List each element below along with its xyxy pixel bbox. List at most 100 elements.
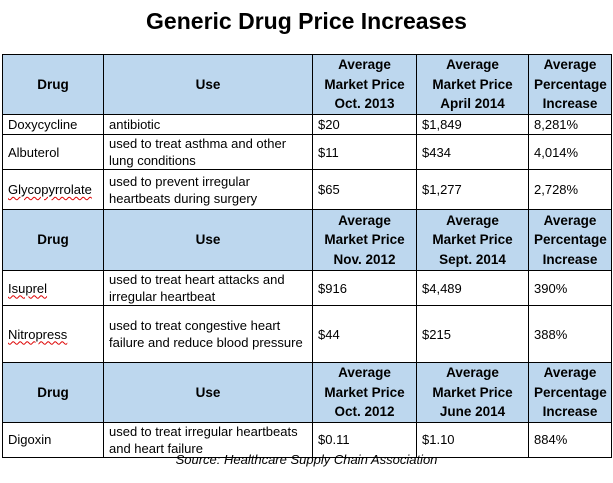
header-line: Sept. 2014 xyxy=(439,251,506,267)
cell-text: 390% xyxy=(534,280,568,296)
cell-text: $916 xyxy=(318,280,347,296)
cell-price-end: $1,849 xyxy=(416,114,529,135)
header-line: Average xyxy=(338,212,391,228)
cell-price-end: $1.10 xyxy=(416,421,529,458)
cell-increase: 884% xyxy=(528,421,612,458)
cell-use: used to treat irregular heartbeats and h… xyxy=(103,421,313,458)
cell-price-end: $434 xyxy=(416,134,529,170)
cell-use: used to treat congestive heart failure a… xyxy=(103,305,313,363)
table-row: Digoxin used to treat irregular heartbeat… xyxy=(2,421,612,458)
cell-use: used to prevent irregular heartbeats dur… xyxy=(103,169,313,210)
header-line: Average xyxy=(543,365,597,380)
header-line: Increase xyxy=(542,404,598,419)
column-header: Use xyxy=(103,362,313,423)
header-line: Market Price xyxy=(324,232,405,248)
cell-increase: 4,014% xyxy=(528,134,612,170)
cell-drug: Nitropress xyxy=(2,305,104,363)
cell-text: 884% xyxy=(534,432,568,447)
header-line: Nov. 2012 xyxy=(333,251,396,267)
header-line: Oct. 2012 xyxy=(334,404,395,419)
cell-text: 8,281% xyxy=(534,117,579,132)
header-line: April 2014 xyxy=(440,96,505,112)
header-line: Use xyxy=(195,232,221,248)
cell-use: used to treat heart attacks and irregula… xyxy=(103,270,313,306)
cell-price-start: $44 xyxy=(312,305,417,363)
page-title: Generic Drug Price Increases xyxy=(146,8,467,34)
cell-text: 4,014% xyxy=(534,144,579,160)
cell-text: used to treat congestive heart failure a… xyxy=(109,318,303,350)
column-header: Average Market Price Oct. 2012 xyxy=(312,362,417,423)
cell-price-start: $916 xyxy=(312,270,417,306)
cell-use: antibiotic xyxy=(103,114,313,135)
header-line: Average xyxy=(543,57,597,73)
column-header: Average Market Price June 2014 xyxy=(416,362,529,423)
cell-text: used to treat irregular heartbeats and h… xyxy=(109,423,298,456)
header-line: Market Price xyxy=(432,384,513,400)
cell-text: used to treat asthma and other lung cond… xyxy=(109,136,287,168)
header-line: Increase xyxy=(542,251,598,267)
header-line: Percentage xyxy=(534,384,607,400)
cell-price-start: $65 xyxy=(312,169,417,210)
header-row: Drug Use Average Market Price Oct. 2013 Avera… xyxy=(2,54,612,115)
cell-text: $1,849 xyxy=(422,117,462,132)
cell-text: $0.11 xyxy=(318,432,350,447)
cell-drug: Glycopyrrolate xyxy=(2,169,104,210)
table-row: Nitropress used to treat congestive heart… xyxy=(2,305,612,363)
cell-price-start: $11 xyxy=(312,134,417,170)
column-header: Average Percentage Increase xyxy=(528,209,612,271)
cell-text: Nitropress xyxy=(8,326,68,342)
cell-text: $44 xyxy=(318,326,340,342)
cell-drug: Digoxin xyxy=(2,421,104,458)
cell-increase: 390% xyxy=(528,270,612,306)
header-line: Oct. 2013 xyxy=(334,96,395,112)
cell-text: used to treat heart attacks and irregula… xyxy=(109,272,285,304)
cell-price-end: $215 xyxy=(416,305,529,363)
cell-increase: 2,728% xyxy=(528,169,612,210)
column-header: Average Percentage Increase xyxy=(528,54,612,115)
header-line: Market Price xyxy=(324,76,405,92)
column-header: Use xyxy=(103,209,313,271)
header-line: Drug xyxy=(37,232,69,248)
cell-price-start: $20 xyxy=(312,114,417,135)
column-header: Average Percentage Increase xyxy=(528,362,612,423)
cell-increase: 388% xyxy=(528,305,612,363)
column-header: Average Market Price Oct. 2013 xyxy=(312,54,417,115)
cell-text: used to prevent irregular heartbeats dur… xyxy=(109,173,258,206)
cell-use: used to treat asthma and other lung cond… xyxy=(103,134,313,170)
header-line: Average xyxy=(446,212,499,228)
cell-drug: Albuterol xyxy=(2,134,104,170)
cell-text: $20 xyxy=(318,117,340,132)
cell-text: $215 xyxy=(422,326,451,342)
table-row: Albuterol used to treat asthma and other … xyxy=(2,134,612,170)
header-line: Drug xyxy=(37,384,69,400)
cell-text: Glycopyrrolate xyxy=(8,182,92,197)
column-header: Average Market Price April 2014 xyxy=(416,54,529,115)
header-line: Market Price xyxy=(432,76,513,92)
cell-text: antibiotic xyxy=(109,117,161,132)
header-line: Percentage xyxy=(534,232,607,248)
cell-text: Doxycycline xyxy=(8,117,78,132)
header-line: Average xyxy=(338,365,391,380)
table-row: Glycopyrrolate used to prevent irregular … xyxy=(2,169,612,210)
cell-text: Digoxin xyxy=(8,432,52,447)
column-header: Drug xyxy=(2,209,104,271)
header-line: Average xyxy=(446,57,499,73)
header-line: Drug xyxy=(37,76,69,92)
header-line: Average xyxy=(446,365,499,380)
table-row: Isuprel used to treat heart attacks and i… xyxy=(2,270,612,306)
cell-text: $65 xyxy=(318,182,340,197)
cell-price-end: $4,489 xyxy=(416,270,529,306)
source-caption: Source: Healthcare Supply Chain Associat… xyxy=(175,452,438,467)
column-header: Use xyxy=(103,54,313,115)
cell-text: $4,489 xyxy=(422,280,462,296)
cell-text: 388% xyxy=(534,326,568,342)
cell-text: $1,277 xyxy=(422,182,462,197)
header-row: Drug Use Average Market Price Nov. 2012 Avera… xyxy=(2,209,612,271)
header-line: Market Price xyxy=(324,384,405,400)
cell-text: Isuprel xyxy=(8,280,48,296)
cell-text: Albuterol xyxy=(8,144,60,160)
cell-increase: 8,281% xyxy=(528,114,612,135)
header-line: Average xyxy=(543,212,597,228)
column-header: Drug xyxy=(2,54,104,115)
header-line: Market Price xyxy=(432,232,513,248)
